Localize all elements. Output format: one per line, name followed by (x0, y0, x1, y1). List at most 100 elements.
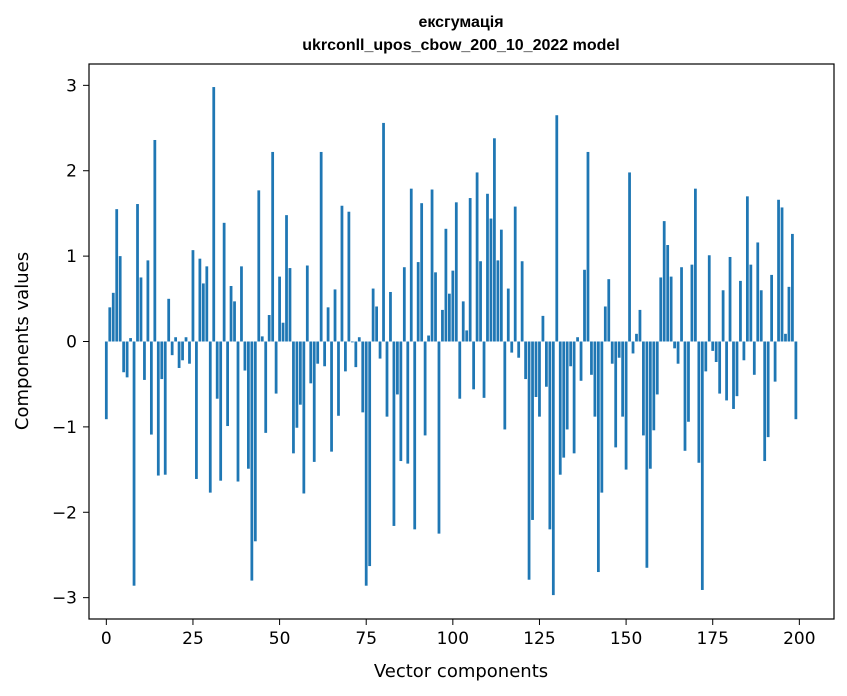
bar (402, 267, 406, 342)
bar (115, 209, 119, 342)
bar (250, 341, 254, 581)
bar (732, 341, 735, 409)
bar (195, 341, 198, 479)
bar (243, 341, 247, 371)
bar (111, 292, 115, 342)
bars-group (104, 87, 798, 596)
bar (285, 215, 288, 342)
x-tick-label: 125 (523, 629, 555, 649)
bar (409, 188, 413, 342)
bar (493, 138, 496, 342)
bar (725, 341, 728, 401)
bar (281, 322, 285, 342)
bar (590, 341, 593, 375)
x-tick-label: 100 (437, 629, 469, 649)
bar (226, 341, 229, 427)
bar (631, 341, 635, 354)
bar (687, 341, 690, 422)
y-tick-label: −2 (52, 503, 77, 523)
bar (340, 205, 344, 342)
bar (541, 315, 545, 342)
bar (149, 341, 153, 435)
bar (593, 341, 597, 417)
bar (177, 341, 181, 368)
bar (174, 337, 178, 342)
bar (406, 341, 410, 464)
bar (219, 341, 223, 481)
bar (617, 341, 621, 358)
bar (486, 193, 489, 342)
bar (759, 290, 763, 342)
bar (503, 341, 507, 430)
bar (108, 307, 112, 342)
bar (430, 189, 434, 342)
bar (652, 341, 656, 431)
bar (697, 341, 701, 463)
bar (451, 270, 455, 342)
bar (506, 288, 510, 342)
bar (773, 341, 777, 382)
bar (253, 341, 257, 542)
bar (610, 341, 614, 364)
bar (326, 307, 330, 342)
bar (472, 341, 476, 390)
bar (607, 279, 611, 342)
bar (375, 306, 378, 342)
x-tick-label: 150 (610, 629, 642, 649)
bar (357, 337, 361, 342)
bar (583, 269, 586, 342)
bar (312, 341, 316, 462)
bar (129, 338, 132, 342)
bar (770, 274, 774, 342)
x-tick-label: 25 (182, 629, 204, 649)
bar (371, 288, 375, 342)
bar (399, 341, 403, 462)
bar (125, 341, 129, 378)
bar (690, 264, 694, 342)
bar (212, 87, 216, 342)
bar (420, 203, 424, 342)
bar (229, 286, 233, 342)
bar (222, 222, 226, 342)
bar (146, 260, 150, 342)
bar (700, 341, 704, 590)
bar (132, 341, 136, 586)
chart-title: ексгумація (418, 14, 503, 31)
bar (669, 276, 673, 342)
x-axis-label: Vector components (374, 661, 548, 682)
bar (531, 341, 534, 520)
bar (614, 341, 618, 448)
bar (728, 256, 732, 342)
bar (513, 206, 517, 342)
bar (167, 298, 171, 342)
bar (295, 341, 299, 428)
bar (465, 330, 469, 342)
bar (558, 341, 562, 475)
bar (260, 336, 264, 342)
bar (364, 341, 368, 586)
bar (735, 341, 739, 397)
bar (499, 229, 503, 342)
bar (240, 266, 243, 342)
bar (382, 122, 385, 342)
bar (361, 341, 365, 413)
bar (482, 341, 486, 398)
x-axis-ticks: 0 25 50 75 100 125 150 175 200 (101, 619, 816, 649)
bar (739, 280, 742, 342)
y-tick-label: −3 (52, 589, 77, 609)
bar (600, 341, 604, 493)
bar (752, 341, 756, 375)
bar (576, 337, 579, 342)
bar (586, 151, 590, 342)
y-tick-label: 0 (66, 333, 77, 353)
bar (247, 341, 250, 469)
bar (787, 286, 791, 342)
bar (257, 190, 261, 342)
bar (163, 341, 167, 475)
bar (468, 198, 472, 342)
bar (136, 204, 139, 342)
bar (368, 341, 372, 567)
bar (274, 341, 278, 394)
bar (392, 341, 396, 526)
